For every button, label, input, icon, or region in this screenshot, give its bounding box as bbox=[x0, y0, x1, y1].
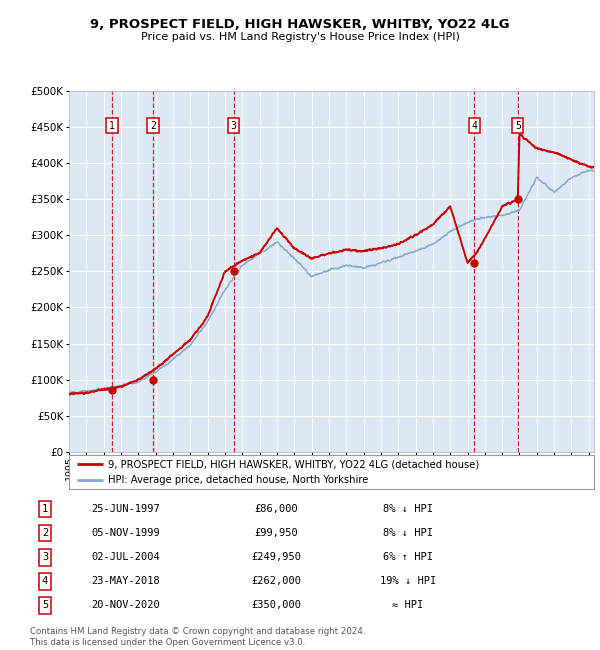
Text: £262,000: £262,000 bbox=[251, 577, 301, 586]
Text: 5: 5 bbox=[42, 601, 48, 610]
Text: 4: 4 bbox=[472, 121, 477, 131]
Text: Contains HM Land Registry data © Crown copyright and database right 2024.
This d: Contains HM Land Registry data © Crown c… bbox=[30, 627, 365, 647]
Text: 3: 3 bbox=[42, 552, 48, 562]
Text: 5: 5 bbox=[515, 121, 521, 131]
Text: 4: 4 bbox=[42, 577, 48, 586]
Text: 8% ↓ HPI: 8% ↓ HPI bbox=[383, 528, 433, 538]
Text: 25-JUN-1997: 25-JUN-1997 bbox=[92, 504, 160, 514]
Text: 23-MAY-2018: 23-MAY-2018 bbox=[92, 577, 160, 586]
Text: 1: 1 bbox=[42, 504, 48, 514]
Text: 8% ↓ HPI: 8% ↓ HPI bbox=[383, 504, 433, 514]
Text: 02-JUL-2004: 02-JUL-2004 bbox=[92, 552, 160, 562]
Text: ≈ HPI: ≈ HPI bbox=[392, 601, 424, 610]
Text: 9, PROSPECT FIELD, HIGH HAWSKER, WHITBY, YO22 4LG: 9, PROSPECT FIELD, HIGH HAWSKER, WHITBY,… bbox=[90, 18, 510, 31]
Text: 2: 2 bbox=[42, 528, 48, 538]
Text: HPI: Average price, detached house, North Yorkshire: HPI: Average price, detached house, Nort… bbox=[109, 474, 369, 485]
Text: 1: 1 bbox=[109, 121, 115, 131]
Text: 3: 3 bbox=[230, 121, 236, 131]
Text: 05-NOV-1999: 05-NOV-1999 bbox=[92, 528, 160, 538]
Text: £350,000: £350,000 bbox=[251, 601, 301, 610]
Text: £249,950: £249,950 bbox=[251, 552, 301, 562]
Text: Price paid vs. HM Land Registry's House Price Index (HPI): Price paid vs. HM Land Registry's House … bbox=[140, 32, 460, 42]
Text: 9, PROSPECT FIELD, HIGH HAWSKER, WHITBY, YO22 4LG (detached house): 9, PROSPECT FIELD, HIGH HAWSKER, WHITBY,… bbox=[109, 459, 479, 469]
Text: 6% ↑ HPI: 6% ↑ HPI bbox=[383, 552, 433, 562]
Text: 20-NOV-2020: 20-NOV-2020 bbox=[92, 601, 160, 610]
Text: £86,000: £86,000 bbox=[254, 504, 298, 514]
Text: 19% ↓ HPI: 19% ↓ HPI bbox=[380, 577, 436, 586]
Text: £99,950: £99,950 bbox=[254, 528, 298, 538]
Text: 2: 2 bbox=[150, 121, 156, 131]
